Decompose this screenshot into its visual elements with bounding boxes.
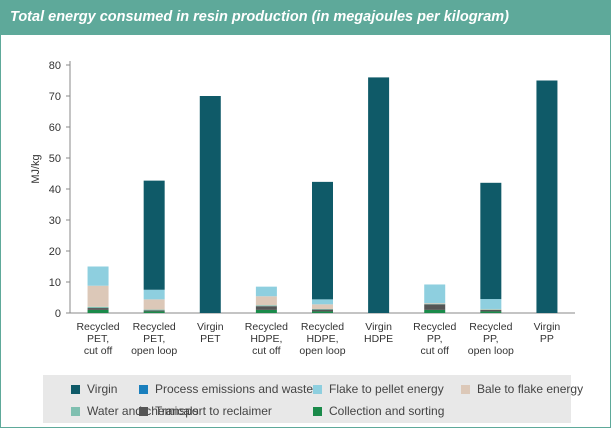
legend-swatch bbox=[461, 384, 470, 394]
legend-label: Collection and sorting bbox=[329, 404, 445, 418]
x-tick-label: Recycled bbox=[133, 321, 176, 333]
x-tick-label: PP, bbox=[427, 333, 443, 345]
x-tick-label: PP, bbox=[483, 333, 499, 345]
y-tick-label: 60 bbox=[49, 122, 61, 134]
x-tick-label: PET, bbox=[143, 333, 165, 345]
bar-segment bbox=[255, 309, 277, 313]
y-axis-label: MJ/kg bbox=[30, 154, 42, 183]
legend-label: Virgin bbox=[87, 382, 118, 396]
bar-segment bbox=[143, 289, 165, 300]
bar-segment bbox=[87, 266, 109, 286]
legend-label: Process emissions and wastes bbox=[155, 382, 320, 396]
legend-swatch bbox=[71, 406, 80, 416]
x-tick-label: PET, bbox=[87, 333, 109, 345]
bar-segment bbox=[255, 305, 277, 307]
legend-swatch bbox=[313, 384, 322, 394]
x-tick-label: cut off bbox=[252, 345, 280, 357]
bar-segment bbox=[536, 80, 558, 313]
legend-item: Transport to reclaimer bbox=[139, 404, 272, 418]
x-tick-label: Recycled bbox=[469, 321, 512, 333]
bar-segment bbox=[480, 299, 502, 309]
bar-segment bbox=[480, 309, 502, 310]
x-tick-label: Recycled bbox=[76, 321, 119, 333]
bar-segment bbox=[199, 96, 221, 313]
chart-legend: Virgin Process emissions and wastes Flake … bbox=[43, 375, 583, 423]
bar-segment bbox=[87, 309, 109, 313]
bar-segment bbox=[312, 309, 333, 312]
bar-segment bbox=[143, 311, 165, 313]
legend-item: Collection and sorting bbox=[313, 404, 444, 418]
bar-segment bbox=[87, 285, 109, 307]
legend-item: Virgin bbox=[71, 382, 117, 396]
x-tick-label: HDPE, bbox=[250, 333, 282, 345]
y-tick-label: 80 bbox=[49, 60, 61, 72]
bar-segment bbox=[143, 180, 165, 290]
x-tick-label: HDPE bbox=[364, 333, 393, 345]
x-tick-label: open loop bbox=[131, 345, 177, 357]
y-tick-label: 0 bbox=[55, 308, 61, 320]
bar-segment bbox=[312, 181, 333, 300]
bar-segment bbox=[143, 299, 165, 310]
x-tick-label: cut off bbox=[421, 345, 449, 357]
chart-title: Total energy consumed in resin productio… bbox=[10, 9, 509, 25]
bar-segment bbox=[368, 77, 390, 314]
bar-segment bbox=[480, 311, 502, 313]
bar-segment bbox=[424, 303, 446, 305]
bar-segment bbox=[424, 284, 446, 304]
legend-swatch bbox=[313, 406, 322, 416]
legend-item: Process emissions and wastes bbox=[139, 382, 319, 396]
x-tick-label: PET bbox=[200, 333, 221, 345]
legend-label: Bale to flake energy bbox=[477, 382, 584, 396]
bar-segment bbox=[255, 306, 277, 310]
legend-swatch bbox=[139, 384, 148, 394]
x-tick-label: open loop bbox=[299, 345, 345, 357]
bar-segment bbox=[480, 182, 502, 300]
bar-segment bbox=[424, 304, 446, 310]
bar-segment bbox=[424, 303, 446, 304]
y-tick-label: 40 bbox=[49, 184, 61, 196]
bar-segment bbox=[255, 286, 277, 297]
y-tick-label: 20 bbox=[49, 246, 61, 258]
legend-label: Flake to pellet energy bbox=[329, 382, 444, 396]
bar-segment bbox=[480, 309, 502, 312]
bar-segment bbox=[255, 296, 277, 306]
y-tick-label: 30 bbox=[49, 215, 61, 227]
x-tick-label: Virgin bbox=[365, 321, 392, 333]
legend-swatch bbox=[71, 384, 80, 394]
bar-segment bbox=[87, 306, 109, 309]
bar-segment bbox=[87, 308, 109, 310]
bar-segment bbox=[424, 309, 446, 313]
x-tick-label: PP bbox=[540, 333, 554, 345]
x-tick-label: Recycled bbox=[245, 321, 288, 333]
bar-segment bbox=[143, 309, 165, 311]
x-tick-label: open loop bbox=[468, 345, 514, 357]
x-tick-label: Recycled bbox=[413, 321, 456, 333]
bar-segment bbox=[312, 299, 333, 305]
legend-item: Bale to flake energy bbox=[461, 382, 583, 396]
legend-item: Flake to pellet energy bbox=[313, 382, 444, 396]
x-tick-label: Virgin bbox=[197, 321, 224, 333]
bar-segment bbox=[312, 304, 333, 309]
bar-segment bbox=[312, 308, 333, 310]
x-tick-label: Virgin bbox=[534, 321, 561, 333]
y-tick-label: 50 bbox=[49, 153, 61, 165]
x-tick-label: Recycled bbox=[301, 321, 344, 333]
legend-label: Transport to reclaimer bbox=[155, 404, 272, 418]
x-tick-label: HDPE, bbox=[306, 333, 338, 345]
legend-swatch bbox=[139, 406, 148, 416]
bar-segment bbox=[143, 310, 165, 312]
title-bar: Total energy consumed in resin productio… bbox=[1, 1, 610, 35]
bar-segment bbox=[312, 311, 333, 313]
y-tick-label: 70 bbox=[49, 91, 61, 103]
x-tick-label: cut off bbox=[84, 345, 112, 357]
y-tick-label: 10 bbox=[49, 277, 61, 289]
